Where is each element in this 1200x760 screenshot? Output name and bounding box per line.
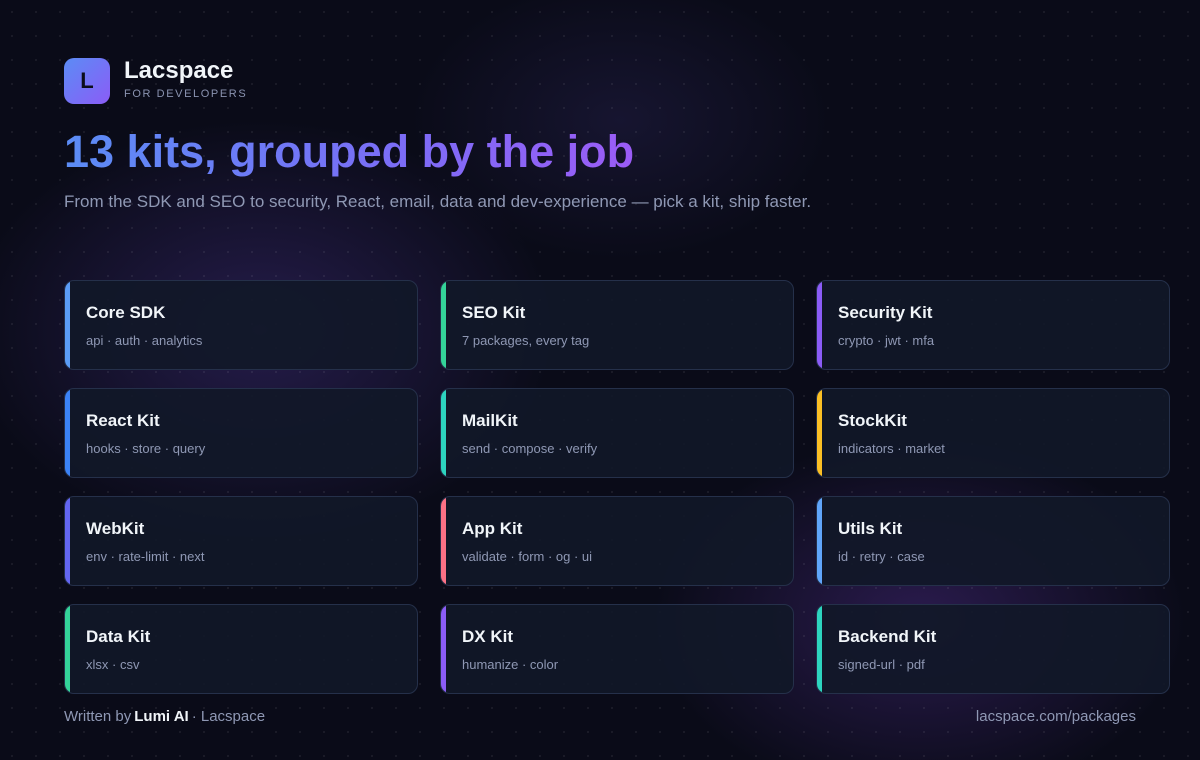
credit-author: Lumi AI [134,708,189,725]
kit-accent [817,389,822,477]
credit-suffix: · Lacspace [191,708,266,725]
kit-desc: env · rate-limit · next [86,549,205,564]
kit-desc: humanize · color [462,657,559,672]
kit-card[interactable]: App Kit validate · form · og · ui [440,496,794,586]
kit-desc: crypto · jwt · mfa [838,333,935,348]
kit-accent [441,605,446,693]
kit-desc: indicators · market [838,441,945,456]
kit-card[interactable]: Core SDK api · auth · analytics [64,280,418,370]
kit-accent [65,389,70,477]
kit-accent [441,497,446,585]
kit-name: App Kit [462,519,523,538]
logo: L [64,58,110,104]
credit-prefix: Written by [64,708,132,725]
kit-card[interactable]: Utils Kit id · retry · case [816,496,1170,586]
kit-card[interactable]: React Kit hooks · store · query [64,388,418,478]
kit-accent [65,605,70,693]
kit-card[interactable]: WebKit env · rate-limit · next [64,496,418,586]
kit-name: Data Kit [86,627,151,646]
kit-desc: hooks · store · query [86,441,206,456]
kit-accent [817,605,822,693]
brand-name: Lacspace [124,57,234,84]
kit-name: Utils Kit [838,519,903,538]
kit-card[interactable]: DX Kit humanize · color [440,604,794,694]
kit-card[interactable]: SEO Kit 7 packages, every tag [440,280,794,370]
kit-name: WebKit [86,519,145,538]
kit-name: StockKit [838,411,907,430]
kit-desc: xlsx · csv [86,657,140,672]
kit-name: MailKit [462,411,518,430]
kit-accent [65,497,70,585]
footer-credit: Written by Lumi AI · Lacspace [64,708,265,725]
title: 13 kits, grouped by the job [64,126,635,177]
kit-name: DX Kit [462,627,513,646]
kit-name: SEO Kit [462,303,526,322]
kit-card[interactable]: Backend Kit signed-url · pdf [816,604,1170,694]
subtitle: From the SDK and SEO to security, React,… [64,192,812,211]
kit-card[interactable]: Security Kit crypto · jwt · mfa [816,280,1170,370]
kit-accent [817,497,822,585]
kit-card[interactable]: StockKit indicators · market [816,388,1170,478]
kit-desc: validate · form · og · ui [462,549,593,564]
kit-desc: api · auth · analytics [86,333,203,348]
kit-accent [441,389,446,477]
kit-name: React Kit [86,411,160,430]
kit-accent [65,281,70,369]
kit-name: Security Kit [838,303,933,322]
kit-card[interactable]: Data Kit xlsx · csv [64,604,418,694]
kit-name: Core SDK [86,303,166,322]
kit-desc: send · compose · verify [462,441,598,456]
kit-desc: id · retry · case [838,549,925,564]
kit-accent [441,281,446,369]
kit-card[interactable]: MailKit send · compose · verify [440,388,794,478]
brand-tagline: FOR DEVELOPERS [124,88,248,100]
kit-desc: signed-url · pdf [838,657,925,672]
footer-url[interactable]: lacspace.com/packages [975,708,1136,725]
kit-desc: 7 packages, every tag [462,333,590,348]
kit-name: Backend Kit [838,627,937,646]
kit-accent [817,281,822,369]
